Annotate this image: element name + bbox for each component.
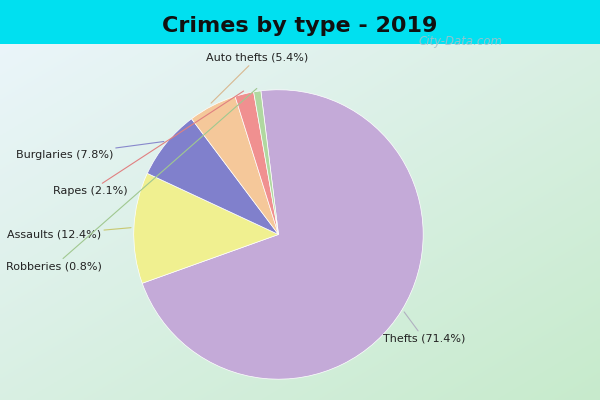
Text: Crimes by type - 2019: Crimes by type - 2019	[163, 16, 437, 36]
Wedge shape	[148, 119, 278, 234]
Wedge shape	[235, 92, 278, 234]
Wedge shape	[254, 91, 278, 234]
Text: Thefts (71.4%): Thefts (71.4%)	[383, 312, 465, 344]
Text: Burglaries (7.8%): Burglaries (7.8%)	[16, 142, 164, 160]
Text: Auto thefts (5.4%): Auto thefts (5.4%)	[206, 53, 308, 103]
Text: City-Data.com: City-Data.com	[419, 35, 503, 48]
Wedge shape	[191, 96, 278, 234]
Wedge shape	[142, 90, 423, 379]
Text: Assaults (12.4%): Assaults (12.4%)	[7, 228, 131, 240]
Text: Rapes (2.1%): Rapes (2.1%)	[53, 91, 244, 196]
Text: Robberies (0.8%): Robberies (0.8%)	[6, 88, 257, 271]
Wedge shape	[134, 173, 278, 283]
